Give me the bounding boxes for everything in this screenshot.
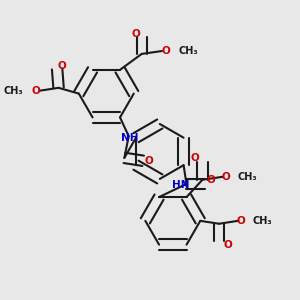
- Text: O: O: [162, 46, 171, 56]
- Text: O: O: [31, 86, 40, 96]
- Text: O: O: [145, 156, 153, 166]
- Text: O: O: [224, 240, 232, 250]
- Text: O: O: [207, 175, 215, 184]
- Text: CH₃: CH₃: [252, 216, 272, 226]
- Text: O: O: [191, 153, 200, 163]
- Text: O: O: [237, 216, 246, 226]
- Text: O: O: [222, 172, 230, 182]
- Text: CH₃: CH₃: [237, 172, 257, 182]
- Text: CH₃: CH₃: [179, 46, 198, 56]
- Text: HN: HN: [172, 180, 189, 190]
- Text: NH: NH: [122, 133, 139, 142]
- Text: O: O: [132, 29, 140, 39]
- Text: CH₃: CH₃: [3, 86, 23, 96]
- Text: O: O: [57, 61, 66, 71]
